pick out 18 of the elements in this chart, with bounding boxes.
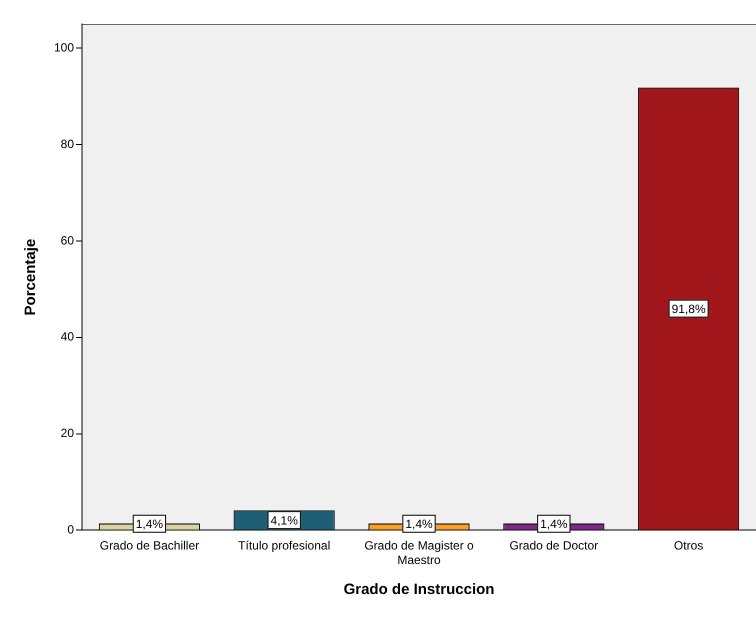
- data-label: 1,4%: [405, 517, 434, 532]
- y-tick-label: 60: [60, 233, 74, 248]
- x-tick-label: Grado de Doctor: [509, 538, 598, 553]
- x-tick-label: Grado de Magister o Maestro: [364, 538, 474, 568]
- y-tick-label: 20: [60, 426, 74, 440]
- data-label: 1,4%: [136, 517, 164, 532]
- x-tick-label: Otros: [674, 538, 704, 553]
- data-label: 1,4%: [540, 517, 568, 532]
- y-tick-label: 100: [54, 40, 74, 54]
- x-tick-label: Grado de Bachiller: [100, 538, 200, 553]
- data-label: 4,1%: [270, 513, 298, 528]
- y-tick-label: 0: [67, 522, 74, 537]
- data-label: 91,8%: [672, 302, 706, 316]
- y-tick-label: 80: [60, 136, 74, 151]
- y-axis-title: Porcentaje: [22, 238, 40, 316]
- y-tick-label: 40: [60, 330, 74, 344]
- x-axis-title: Grado de Instruccion: [344, 581, 494, 598]
- x-tick-label: Título profesional: [238, 538, 330, 553]
